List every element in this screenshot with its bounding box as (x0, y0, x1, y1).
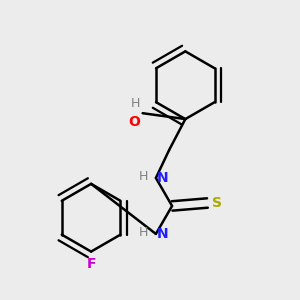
Text: H: H (139, 170, 148, 183)
Text: N: N (157, 227, 168, 241)
Text: F: F (86, 257, 96, 272)
Text: H: H (139, 226, 148, 239)
Text: O: O (128, 115, 140, 129)
Text: H: H (130, 97, 140, 110)
Text: N: N (157, 171, 168, 185)
Text: S: S (212, 196, 222, 210)
